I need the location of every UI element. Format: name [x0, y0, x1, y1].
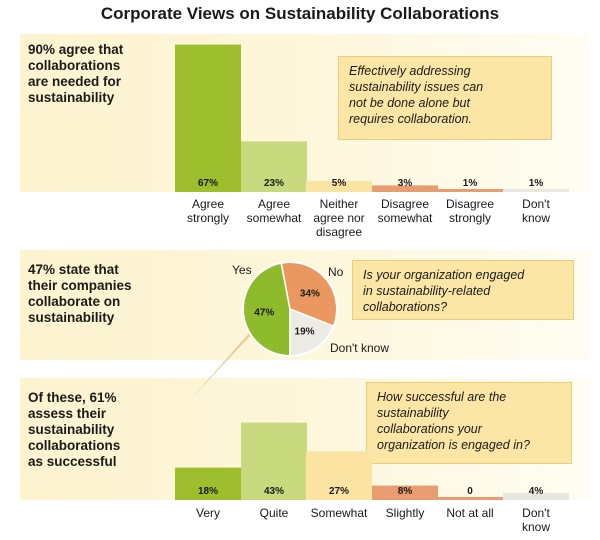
tick-label: Quite	[260, 506, 289, 520]
headline-line: Of these, 61%	[28, 390, 117, 405]
tick-label: Don't	[522, 197, 550, 211]
headline-line: their companies	[28, 278, 132, 293]
headline-line: assess their	[28, 406, 107, 421]
headline-line: sustainability	[28, 422, 115, 437]
bar	[372, 485, 438, 500]
tick-label: agree nor	[313, 211, 364, 225]
bar	[175, 467, 241, 500]
question-line: organization is engaged in?	[377, 438, 530, 452]
data-label: 8%	[398, 486, 413, 497]
data-label: 27%	[329, 486, 349, 497]
tick-label: know	[522, 520, 550, 534]
question-line: sustainability	[377, 406, 449, 420]
question-line: collaborations?	[363, 300, 448, 314]
data-label: 4%	[529, 486, 544, 497]
pie-value-label: 19%	[295, 326, 315, 337]
headline-engaged: 47% state that their companies collabora…	[28, 262, 132, 326]
headline-line: sustainability	[28, 310, 115, 325]
question-line: in sustainability-related	[363, 284, 491, 298]
tick-label: somewhat	[378, 211, 433, 225]
question-line: Effectively addressing	[349, 64, 471, 78]
chart-title: Corporate Views on Sustainability Collab…	[100, 4, 500, 23]
bar	[372, 185, 438, 192]
question-line: requires collaboration.	[349, 112, 472, 126]
headline-line: are needed for	[28, 74, 122, 89]
question-success: How successful are the sustainability co…	[366, 382, 572, 464]
bar	[306, 451, 372, 500]
data-label: 67%	[198, 178, 218, 189]
pie-value-label: 47%	[254, 307, 274, 318]
pie-outline	[242, 261, 338, 357]
tick-label: Somewhat	[311, 506, 368, 520]
question-line: collaborations your	[377, 422, 482, 436]
data-label: 18%	[198, 486, 218, 497]
tick-label: strongly	[449, 211, 491, 225]
tick-label: Slightly	[386, 506, 425, 520]
data-label: 1%	[529, 178, 544, 189]
headline-line: collaborations	[28, 438, 121, 453]
data-label: 0	[467, 486, 473, 497]
tick-label: somewhat	[247, 211, 302, 225]
tick-label: Disagree	[446, 197, 494, 211]
headline-line: sustainability	[28, 90, 115, 105]
question-agree: Effectively addressing sustainability is…	[338, 56, 552, 140]
data-label: 5%	[332, 178, 347, 189]
bar	[437, 497, 503, 500]
question-line: not be done alone but	[349, 96, 470, 110]
headline-line: collaborations	[28, 58, 121, 73]
pie-category-label: Don't know	[330, 341, 389, 355]
pie-category-label: No	[328, 265, 344, 279]
bar	[241, 422, 307, 500]
pie-category-label: Yes	[232, 263, 252, 277]
headline-line: as successful	[28, 454, 117, 469]
headline-line: 47% state that	[28, 262, 119, 277]
bar	[503, 189, 569, 192]
question-engaged: Is your organization engaged in sustaina…	[352, 260, 574, 320]
tick-label: Neither	[320, 197, 359, 211]
headline-line: collaborate on	[28, 294, 121, 309]
tick-label: Disagree	[381, 197, 429, 211]
tick-label: know	[522, 211, 550, 225]
data-label: 3%	[398, 178, 413, 189]
question-line: Is your organization engaged	[363, 268, 525, 282]
headline-line: 90% agree that	[28, 42, 124, 57]
question-line: sustainability issues can	[349, 80, 484, 94]
tick-label: Not at all	[446, 506, 493, 520]
headline-success: Of these, 61% assess their sustainabilit…	[28, 390, 120, 470]
tick-label: disagree	[316, 225, 362, 239]
bar	[175, 44, 241, 192]
tick-label: strongly	[187, 211, 229, 225]
bar	[306, 181, 372, 192]
pie-value-label: 34%	[300, 289, 320, 300]
data-label: 1%	[463, 178, 478, 189]
bar	[503, 492, 569, 500]
bar	[437, 189, 503, 192]
question-line: How successful are the	[377, 390, 507, 404]
headline-agree: 90% agree that collaborations are needed…	[28, 42, 123, 106]
tick-label: Agree	[258, 197, 290, 211]
tick-label: Agree	[192, 197, 224, 211]
tick-label: Very	[196, 506, 220, 520]
data-label: 23%	[264, 178, 284, 189]
data-label: 43%	[264, 486, 284, 497]
bar	[241, 141, 307, 192]
tick-label: Don't	[522, 506, 550, 520]
